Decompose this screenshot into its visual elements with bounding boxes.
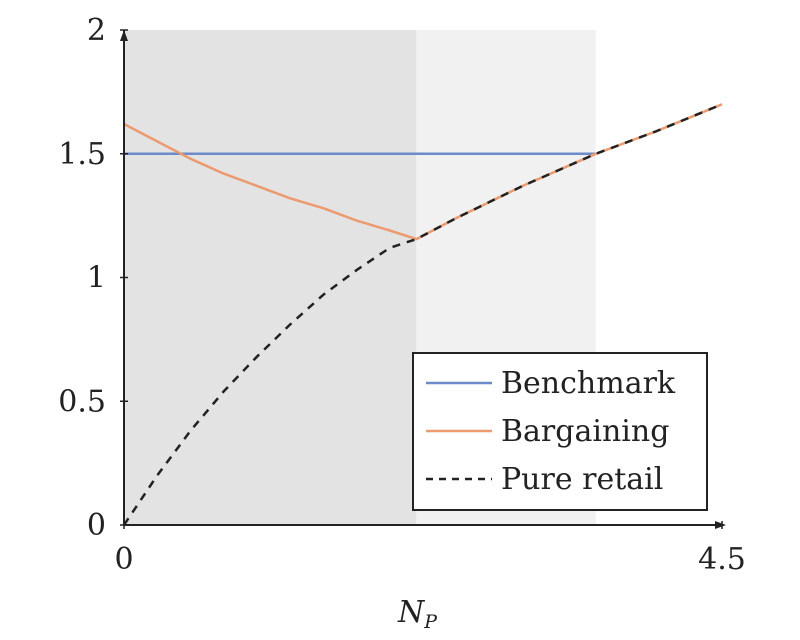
shaded-regions	[124, 30, 596, 525]
shaded-region-0	[124, 30, 417, 525]
y-tick-label: 0	[87, 508, 106, 543]
legend-label-bargaining: Bargaining	[501, 414, 669, 449]
y-tick-label: 2	[87, 13, 106, 48]
y-tick-label: 1	[87, 261, 106, 296]
y-tick-label: 1.5	[58, 137, 106, 172]
legend-label-pure-retail: Pure retail	[501, 462, 663, 497]
legend-box	[412, 352, 708, 511]
legend: Benchmark Bargaining Pure retail	[412, 352, 708, 511]
series-line-pure-retail	[122, 103, 723, 526]
ticks: 0 0.5 1 1.5 2 0 4.5	[58, 13, 746, 577]
x-axis-arrow	[715, 521, 726, 529]
x-tick-label: 4.5	[698, 542, 746, 577]
x-axis-label: NP	[397, 595, 438, 633]
legend-label-benchmark: Benchmark	[501, 366, 676, 401]
y-axis-arrow	[120, 30, 128, 41]
x-tick-label: 0	[114, 542, 133, 577]
y-tick-label: 0.5	[58, 384, 106, 419]
series-layer	[122, 103, 723, 526]
